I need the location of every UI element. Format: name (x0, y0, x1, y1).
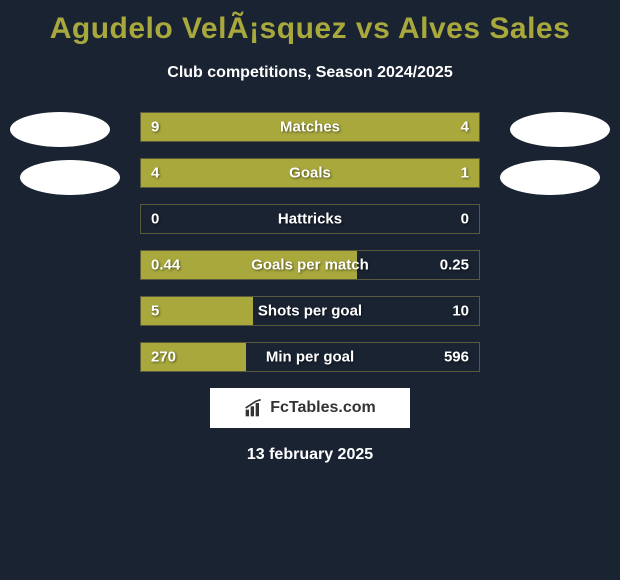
stat-value-right: 4 (461, 119, 469, 136)
stat-value-left: 9 (151, 119, 159, 136)
stat-bar-row: 270 596 Min per goal (140, 342, 480, 372)
stat-bar-row: 0 0 Hattricks (140, 204, 480, 234)
player-avatar-left-1 (10, 112, 110, 147)
stat-label: Goals (289, 165, 331, 182)
stat-bar-row: 9 4 Matches (140, 112, 480, 142)
stat-value-left: 270 (151, 349, 176, 366)
stat-value-right: 0 (461, 211, 469, 228)
stat-bar-row: 4 1 Goals (140, 158, 480, 188)
chart-icon (244, 398, 264, 418)
stat-label: Hattricks (278, 211, 342, 228)
stat-bar-row: 0.44 0.25 Goals per match (140, 250, 480, 280)
date-text: 13 february 2025 (0, 446, 620, 464)
player-avatar-left-2 (20, 160, 120, 195)
stat-label: Min per goal (266, 349, 354, 366)
subtitle: Club competitions, Season 2024/2025 (0, 64, 620, 82)
stat-bar-row: 5 10 Shots per goal (140, 296, 480, 326)
bar-left (141, 159, 411, 187)
player-avatar-right-1 (510, 112, 610, 147)
stat-value-right: 596 (444, 349, 469, 366)
stat-value-left: 0 (151, 211, 159, 228)
stat-value-left: 5 (151, 303, 159, 320)
stat-label: Goals per match (251, 257, 369, 274)
stat-value-right: 1 (461, 165, 469, 182)
stat-value-right: 10 (452, 303, 469, 320)
stat-value-right: 0.25 (440, 257, 469, 274)
logo-box: FcTables.com (210, 388, 410, 428)
player-avatar-right-2 (500, 160, 600, 195)
stat-value-left: 4 (151, 165, 159, 182)
chart-area: 9 4 Matches 4 1 Goals 0 0 Hattricks 0.44 0.25 Goals… (0, 112, 620, 372)
stat-label: Matches (280, 119, 340, 136)
stat-value-left: 0.44 (151, 257, 180, 274)
stat-label: Shots per goal (258, 303, 362, 320)
bars-container: 9 4 Matches 4 1 Goals 0 0 Hattricks 0.44 0.25 Goals… (140, 112, 480, 372)
page-title: Agudelo VelÃ¡squez vs Alves Sales (0, 0, 620, 46)
logo-text: FcTables.com (270, 399, 376, 417)
